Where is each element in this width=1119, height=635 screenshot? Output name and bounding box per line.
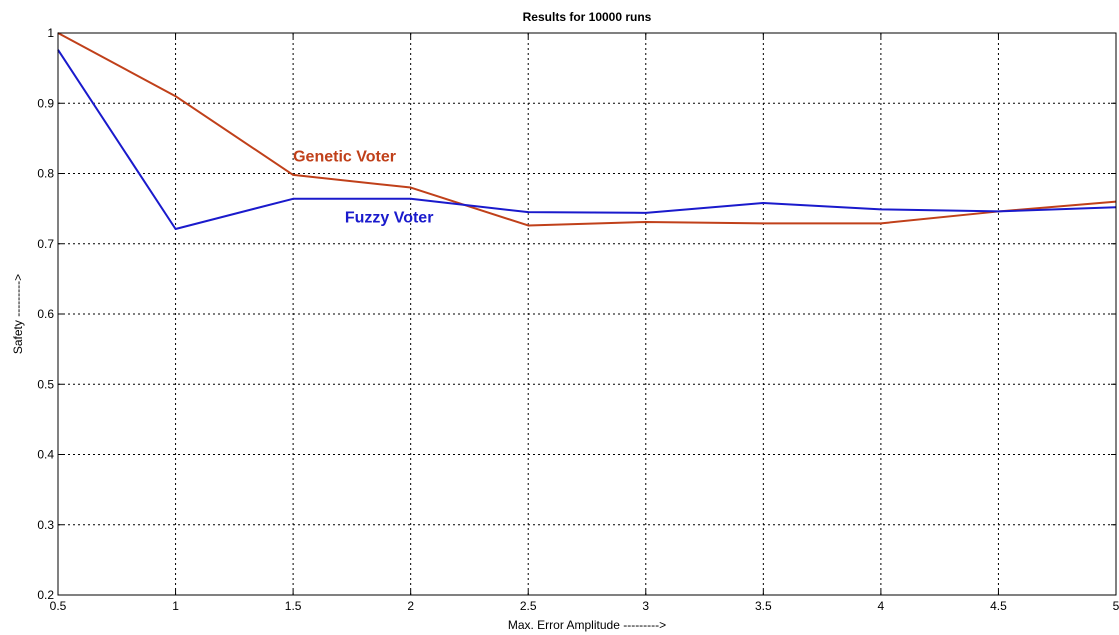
x-tick-label: 2.5 — [520, 599, 537, 613]
annotation-genetic-voter: Genetic Voter — [293, 149, 396, 166]
series-lines — [57, 32, 1117, 230]
x-tick-label: 4 — [878, 599, 885, 613]
y-tick-label: 0.4 — [37, 448, 54, 462]
chart-title: Results for 10000 runs — [523, 10, 652, 24]
x-axis-label: Max. Error Amplitude ---------> — [508, 618, 666, 632]
series-line-fuzzy-voter — [57, 49, 1117, 230]
x-tick-label: 0.5 — [50, 599, 67, 613]
plot-background — [58, 33, 1116, 595]
y-axis-label: Safety ---------> — [11, 274, 25, 354]
series-line-genetic-voter — [57, 32, 1117, 227]
y-tick-label: 0.9 — [37, 96, 54, 110]
x-tick-label: 2 — [407, 599, 414, 613]
x-tick-label: 4.5 — [990, 599, 1007, 613]
y-tick-label: 0.5 — [37, 377, 54, 391]
y-tick-label: 0.2 — [37, 588, 54, 602]
x-tick-label: 1.5 — [285, 599, 302, 613]
grid-lines — [58, 33, 1116, 595]
x-tick-label: 1 — [172, 599, 179, 613]
y-tick-label: 1 — [47, 26, 54, 40]
annotations: Genetic Voter Fuzzy Voter — [293, 149, 433, 227]
annotation-fuzzy-voter: Fuzzy Voter — [345, 210, 434, 227]
x-tick-label: 5 — [1113, 599, 1119, 613]
y-tick-label: 0.3 — [37, 518, 54, 532]
axis-ticks: 0.5 1 1.5 2 2.5 3 3.5 4 4.5 5 0.2 0.3 0.4 0.5 0.6 0.7 0.… — [37, 26, 1119, 613]
y-tick-label: 0.7 — [37, 237, 54, 251]
y-tick-label: 0.6 — [37, 307, 54, 321]
x-tick-label: 3.5 — [755, 599, 772, 613]
y-tick-label: 0.8 — [37, 167, 54, 181]
x-tick-label: 3 — [642, 599, 649, 613]
